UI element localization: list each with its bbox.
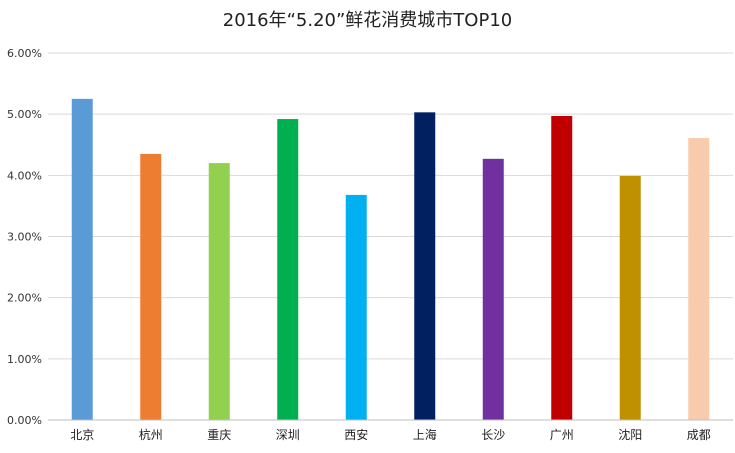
x-tick-label: 上海: [413, 427, 437, 442]
bar: [71, 98, 93, 420]
x-tick-label: 北京: [70, 428, 94, 442]
bar: [140, 153, 162, 421]
bar: [619, 175, 641, 420]
y-tick-label: 6.00%: [7, 47, 42, 60]
x-tick-label: 广州: [550, 428, 574, 442]
bar: [277, 119, 299, 420]
bar: [414, 112, 436, 420]
y-tick-label: 1.00%: [7, 353, 42, 366]
bar: [551, 116, 573, 421]
chart-title: 2016年“5.20”鲜花消费城市TOP10: [222, 10, 513, 31]
x-tick-label: 杭州: [139, 427, 163, 442]
x-tick-label: 长沙: [481, 428, 505, 442]
y-tick-label: 2.00%: [7, 292, 42, 305]
x-tick-label: 西安: [344, 427, 368, 442]
bar: [345, 194, 367, 420]
x-tick-label: 成都: [687, 428, 711, 442]
bar: [688, 138, 710, 420]
y-tick-label: 5.00%: [7, 108, 42, 121]
bar: [482, 158, 504, 420]
bar: [208, 163, 230, 420]
x-tick-label: 深圳: [276, 428, 300, 442]
x-tick-label: 重庆: [207, 428, 231, 442]
y-tick-label: 0.00%: [7, 414, 42, 427]
x-tick-label: 沈阳: [618, 427, 642, 442]
y-tick-label: 4.00%: [7, 169, 42, 182]
y-tick-label: 3.00%: [7, 231, 42, 244]
